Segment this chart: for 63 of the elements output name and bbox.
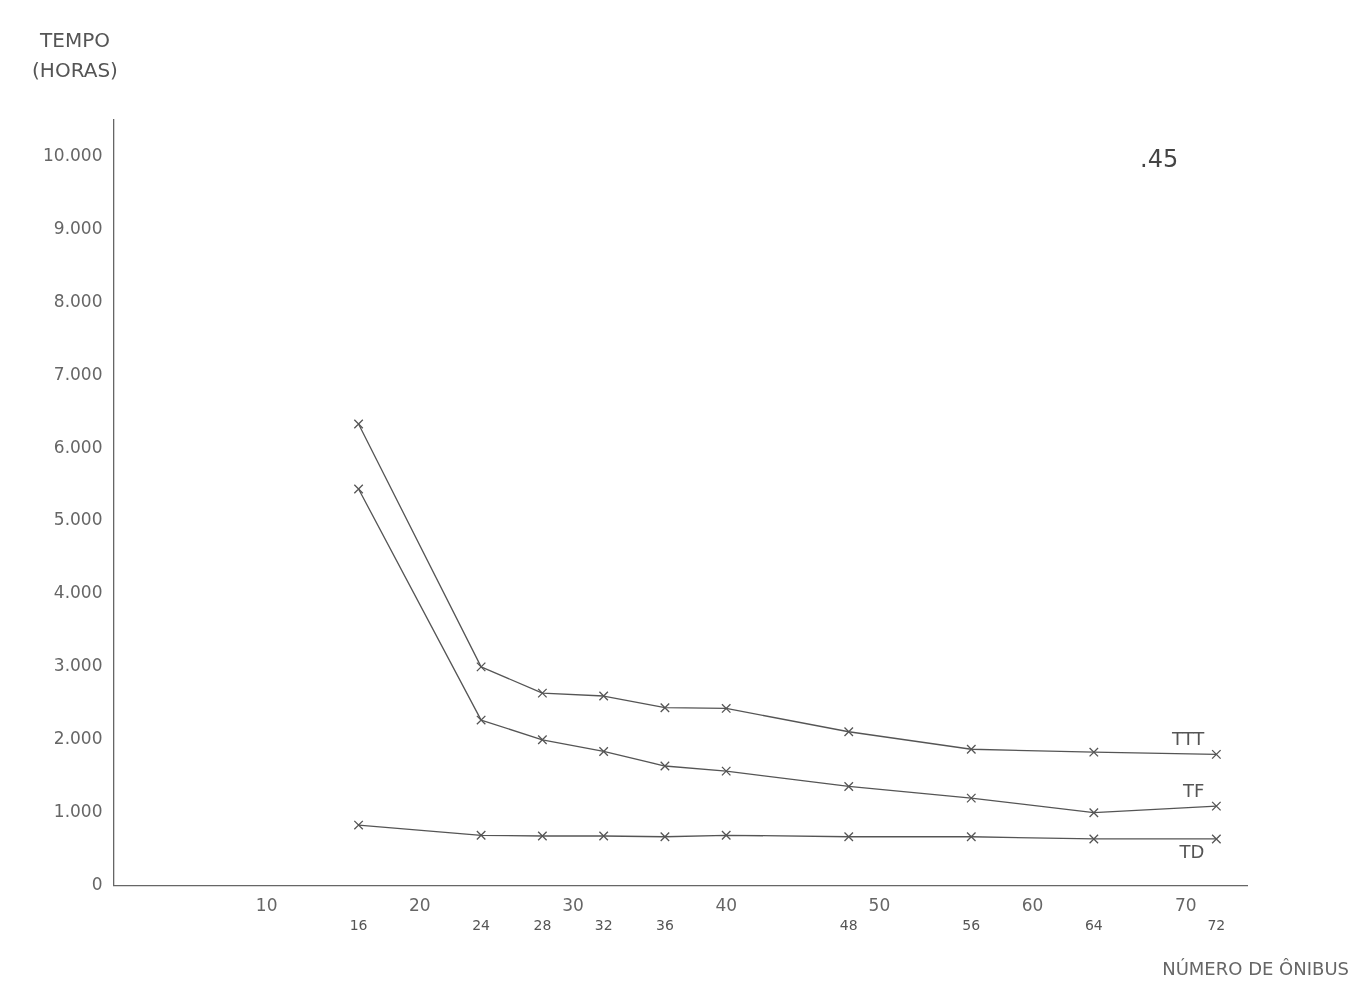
text: 48 <box>839 917 858 934</box>
y-tick-label: 8.000 <box>53 290 103 311</box>
text: 24 <box>472 917 491 934</box>
x-axis-title: NÚMERO DE ÔNIBUS <box>1162 958 1349 979</box>
point <box>660 761 670 771</box>
point <box>966 831 977 842</box>
point <box>1211 834 1222 844</box>
point <box>353 484 364 494</box>
y-tick-label: 6.000 <box>53 436 103 457</box>
x-tick-label: 70 <box>1174 895 1197 916</box>
point <box>353 419 364 429</box>
y-tick-label: 10.000 <box>43 144 103 165</box>
text: 64 <box>1084 917 1103 934</box>
series-label: TD <box>1178 840 1205 862</box>
point <box>966 744 977 755</box>
point <box>537 688 548 698</box>
point <box>721 703 732 714</box>
point <box>721 766 732 777</box>
point <box>1211 801 1222 812</box>
point <box>843 726 854 737</box>
y-tick-label: 5.000 <box>53 509 103 530</box>
x-tick-label: 10 <box>255 895 278 916</box>
point <box>660 831 670 842</box>
point <box>476 830 486 841</box>
point <box>966 793 977 803</box>
point <box>843 781 854 792</box>
x-tick-label: 30 <box>562 895 584 916</box>
point <box>843 831 854 842</box>
x-tick-label: 20 <box>409 895 431 916</box>
text: 32 <box>594 917 613 934</box>
x-tick-label: 60 <box>1021 895 1044 916</box>
text: 28 <box>533 917 552 934</box>
x-tick-label: 50 <box>868 895 891 916</box>
point <box>598 746 609 757</box>
series-label: TF <box>1182 779 1205 801</box>
point <box>537 831 548 841</box>
series-label: TTT <box>1171 728 1206 750</box>
y-tick-label: 4.000 <box>53 582 103 603</box>
point <box>1088 747 1099 758</box>
y-tick-label: 9.000 <box>53 217 103 238</box>
point <box>537 734 548 745</box>
text: 36 <box>656 917 674 934</box>
y-tick-label: 7.000 <box>53 363 103 384</box>
point <box>1211 749 1222 760</box>
y-tick-label: 1.000 <box>53 801 103 822</box>
point <box>1088 807 1099 818</box>
annotation: .45 <box>1140 145 1179 173</box>
y-tick-label: 2.000 <box>53 728 103 749</box>
point <box>598 691 609 701</box>
text: 72 <box>1207 917 1226 934</box>
point <box>1088 834 1099 844</box>
point <box>476 715 486 725</box>
y-axis-title: TEMPO (HORAS) <box>31 27 119 84</box>
point <box>660 702 670 713</box>
y-tick-label: 3.000 <box>53 655 103 676</box>
x-tick-label: 40 <box>715 895 738 916</box>
text: 56 <box>962 917 981 934</box>
point <box>353 820 364 830</box>
point <box>598 831 609 841</box>
text: 16 <box>349 917 368 934</box>
point <box>476 661 486 672</box>
point <box>721 830 732 841</box>
y-tick-label: 0 <box>91 874 103 895</box>
